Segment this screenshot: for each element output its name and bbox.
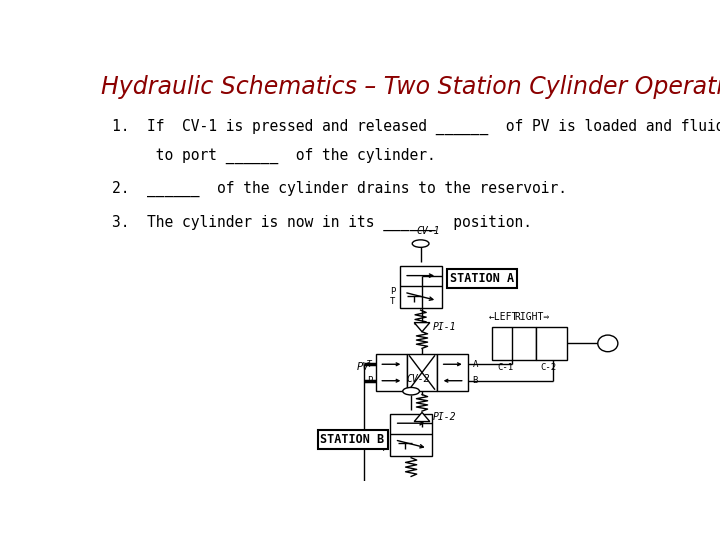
Text: STATION B: STATION B [320, 434, 384, 447]
Text: P: P [367, 376, 373, 385]
Bar [390, 414, 432, 456]
Text: to port ______  of the cylinder.: to port ______ of the cylinder. [112, 148, 436, 164]
Bar [536, 327, 567, 360]
Bar [492, 327, 536, 360]
Text: CV-2: CV-2 [407, 374, 430, 384]
Text: T: T [390, 297, 395, 306]
Text: C-1: C-1 [498, 363, 513, 373]
Text: 2.  ______  of the cylinder drains to the reservoir.: 2. ______ of the cylinder drains to the … [112, 181, 567, 198]
Text: PI-1: PI-1 [433, 322, 456, 332]
Text: PV: PV [356, 362, 369, 372]
Bar [437, 354, 468, 391]
Text: P: P [390, 287, 395, 296]
Polygon shape [414, 322, 430, 332]
Text: CV-1: CV-1 [416, 226, 440, 236]
Text: ←LEFT: ←LEFT [489, 312, 518, 322]
Text: C-2: C-2 [541, 363, 557, 373]
Text: Hydraulic Schematics – Two Station Cylinder Operation: Hydraulic Schematics – Two Station Cylin… [101, 75, 720, 99]
Text: T: T [367, 360, 373, 369]
Bar [376, 354, 407, 391]
Ellipse shape [413, 240, 429, 247]
Text: A: A [472, 360, 478, 369]
Bar [407, 354, 437, 391]
Text: RIGHT⇒: RIGHT⇒ [514, 312, 549, 322]
Text: 1.  If  CV-1 is pressed and released ______  of PV is loaded and fluid flows: 1. If CV-1 is pressed and released _____… [112, 119, 720, 135]
Bar [400, 266, 441, 308]
Text: PI-2: PI-2 [433, 413, 456, 422]
Polygon shape [414, 413, 430, 422]
Ellipse shape [598, 335, 618, 352]
Text: 3.  The cylinder is now in its ______  position.: 3. The cylinder is now in its ______ pos… [112, 214, 532, 231]
Text: STATION A: STATION A [450, 273, 514, 286]
Text: P: P [380, 435, 386, 443]
Ellipse shape [402, 388, 420, 395]
Text: B: B [472, 376, 478, 385]
Text: T: T [380, 444, 386, 454]
